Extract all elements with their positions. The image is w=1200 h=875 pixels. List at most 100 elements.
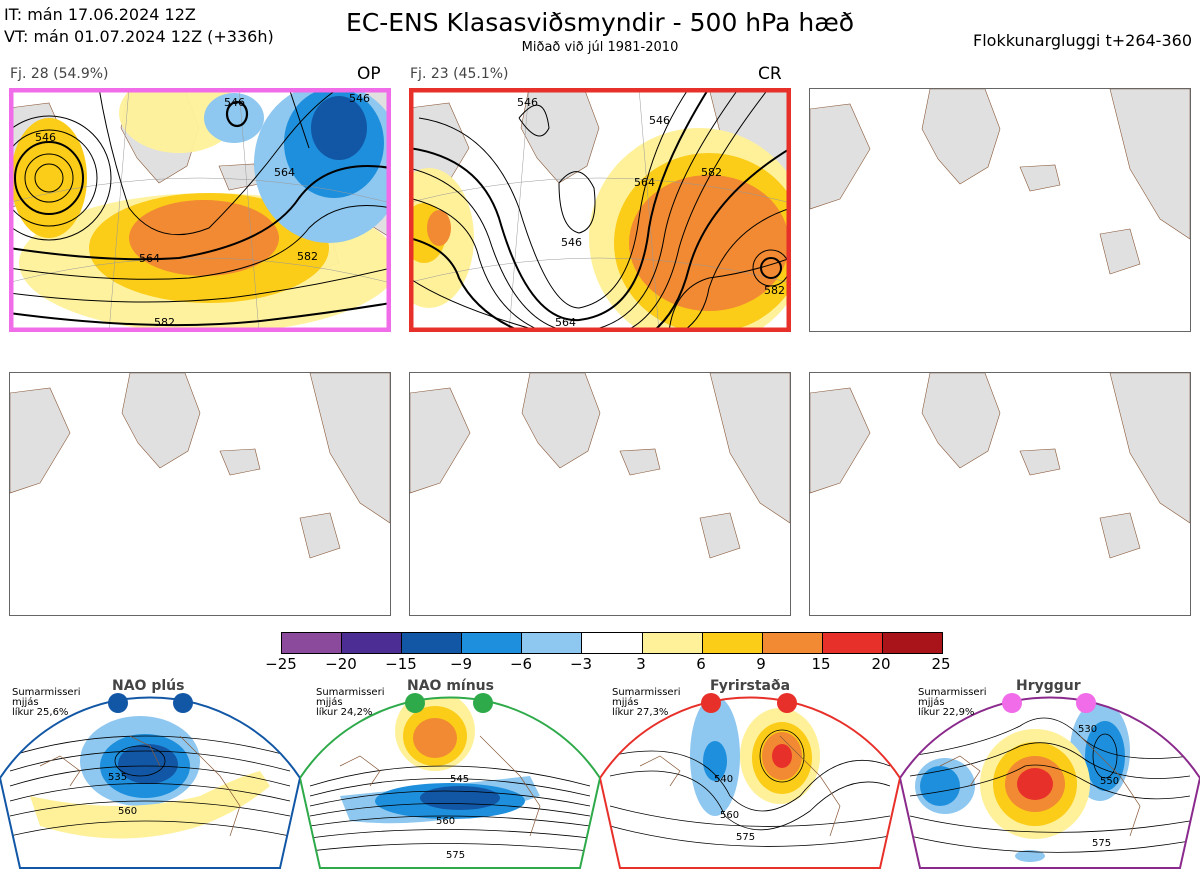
contour-label: 530 [1078,724,1097,735]
regime-dot [108,693,128,713]
regime-title: Fyrirstaða [710,678,791,694]
contour-label: 546 [35,131,56,144]
colorbar-tick-label: −6 [509,655,533,673]
colorbar-tick-label: 25 [931,655,951,673]
contour-label: 564 [634,176,655,189]
regime-hryggur: 530 550 575 [898,676,1200,871]
contour-label: 546 [349,92,370,105]
regime-dot [405,693,425,713]
regime-border [598,696,902,869]
regime-season: Sumarmisseri [12,687,81,698]
regime-season: Sumarmisseri [918,687,987,698]
colorbar-tick-label: −25 [265,655,297,673]
it-line: IT: mán 17.06.2024 12Z [4,5,196,24]
regime-dot [1002,693,1022,713]
contour-label: 582 [154,316,175,329]
colorbar-swatch [641,633,702,653]
colorbar-tick-label: 15 [811,655,831,673]
contour-label: 575 [446,850,465,861]
colorbar-tick-label: −15 [385,655,417,673]
contour-label: 564 [139,252,160,265]
regime-border [0,696,302,869]
regime-border [298,696,602,869]
regime-dot [777,693,797,713]
cluster-2-border [409,88,791,332]
contour-label: 545 [450,774,469,785]
contour-label: 582 [701,166,722,179]
colorbar-swatch [461,633,522,653]
cluster-map-1: 546 546 546 564 564 582 582 [9,88,391,332]
colorbar-swatch [881,633,943,653]
regime-prob: líkur 25,6% [12,707,69,718]
colorbar-tick-label: −3 [569,655,593,673]
contour-label: 560 [436,816,455,827]
regime-prob: líkur 22,9% [918,707,975,718]
contour-label: 560 [118,806,137,817]
contour-label: 546 [649,114,670,127]
regime-border [898,696,1200,869]
colorbar-tick-label: −20 [325,655,357,673]
cluster-1-tag: OP [357,64,381,84]
cluster-map-2: 546 546 546 564 564 582 582 [409,88,791,332]
regime-info: Sumarmisseri mjjás líkur 24,2% [316,688,384,718]
regime-title: NAO mínus [407,678,494,694]
contour-label: 582 [297,250,318,263]
colorbar-swatch [581,633,642,653]
contour-label: 575 [1092,838,1111,849]
page-subtitle: Miðað við júl 1981-2010 [521,40,679,55]
cluster-2-tag: CR [758,64,782,84]
contour-label: 560 [720,810,739,821]
regime-season: Sumarmisseri [316,687,385,698]
regime-nao-minus: 545 560 575 [298,676,602,871]
contour-label: 546 [224,96,245,109]
empty-map-4 [9,372,391,616]
regime-dot [173,693,193,713]
colorbar-swatch [282,633,342,653]
regime-dot [1076,693,1096,713]
vt-line: VT: mán 01.07.2024 12Z (+336h) [4,27,274,46]
contour-label: 564 [555,316,576,329]
colorbar-swatch [401,633,462,653]
colorbar-swatch [341,633,402,653]
page-title: EC-ENS Klasasviðsmyndir - 500 hPa hæð [345,8,855,37]
contour-label: 546 [517,96,538,109]
window-label: Flokkunargluggi t+264-360 [973,31,1192,50]
regime-season: Sumarmisseri [612,687,681,698]
colorbar-swatch [821,633,882,653]
contour-label: 540 [714,774,733,785]
cluster-1-border [9,88,391,332]
regime-months: mjjás [612,697,639,708]
colorbar-swatch [701,633,762,653]
cluster-1-label: Fj. 28 (54.9%) [10,66,109,82]
colorbar-tick-label: 20 [871,655,891,673]
regime-fyrirstada: 540 560 575 [598,676,902,871]
contour-label: 546 [561,236,582,249]
colorbar-tick-label: 3 [636,655,646,673]
empty-map-6 [809,372,1191,616]
empty-map-5 [409,372,791,616]
contour-label: 575 [736,832,755,843]
contour-label: 550 [1100,776,1119,787]
regime-prob: líkur 24,2% [316,707,373,718]
regime-title: Hryggur [1016,678,1081,694]
cluster-2-label: Fj. 23 (45.1%) [410,66,509,82]
regime-nao-plus: 535 560 [0,676,302,871]
empty-map-3 [809,88,1191,332]
colorbar-swatch [761,633,822,653]
contour-label: 582 [764,284,785,297]
regime-info: Sumarmisseri mjjás líkur 25,6% [12,688,80,718]
regime-info: Sumarmisseri mjjás líkur 27,3% [612,688,680,718]
header-info: IT: mán 17.06.2024 12Z VT: mán 01.07.202… [4,4,274,48]
colorbar-tick-label: −9 [449,655,473,673]
regime-info: Sumarmisseri mjjás líkur 22,9% [918,688,986,718]
contour-label: 535 [108,772,127,783]
regime-months: mjjás [316,697,343,708]
colorbar-tick-label: 6 [696,655,706,673]
colorbar [281,632,943,654]
regime-title: NAO plús [112,678,185,694]
regime-dot [701,693,721,713]
colorbar-swatch [521,633,582,653]
regime-months: mjjás [918,697,945,708]
regime-months: mjjás [12,697,39,708]
contour-label: 564 [274,166,295,179]
